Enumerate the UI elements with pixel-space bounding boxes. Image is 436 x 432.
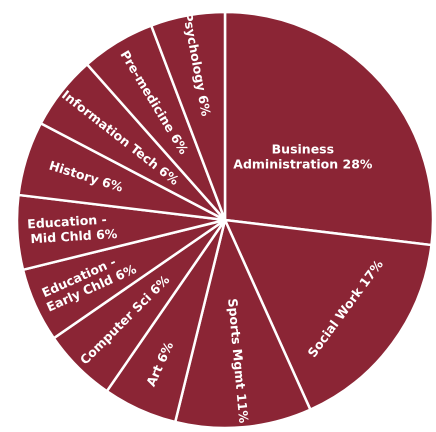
pie-slice-psychology bbox=[149, 10, 227, 221]
pie-label-business-administration: Business Administration 28% bbox=[233, 142, 373, 172]
pie-slice-business-administration bbox=[223, 10, 435, 247]
pie-slices bbox=[15, 10, 435, 430]
pie-label-education-mid-chld: Education -Mid Chld 6% bbox=[27, 211, 118, 246]
pie-slice-social-work bbox=[222, 218, 433, 412]
pie-slice-sports-mgmt bbox=[173, 216, 313, 430]
